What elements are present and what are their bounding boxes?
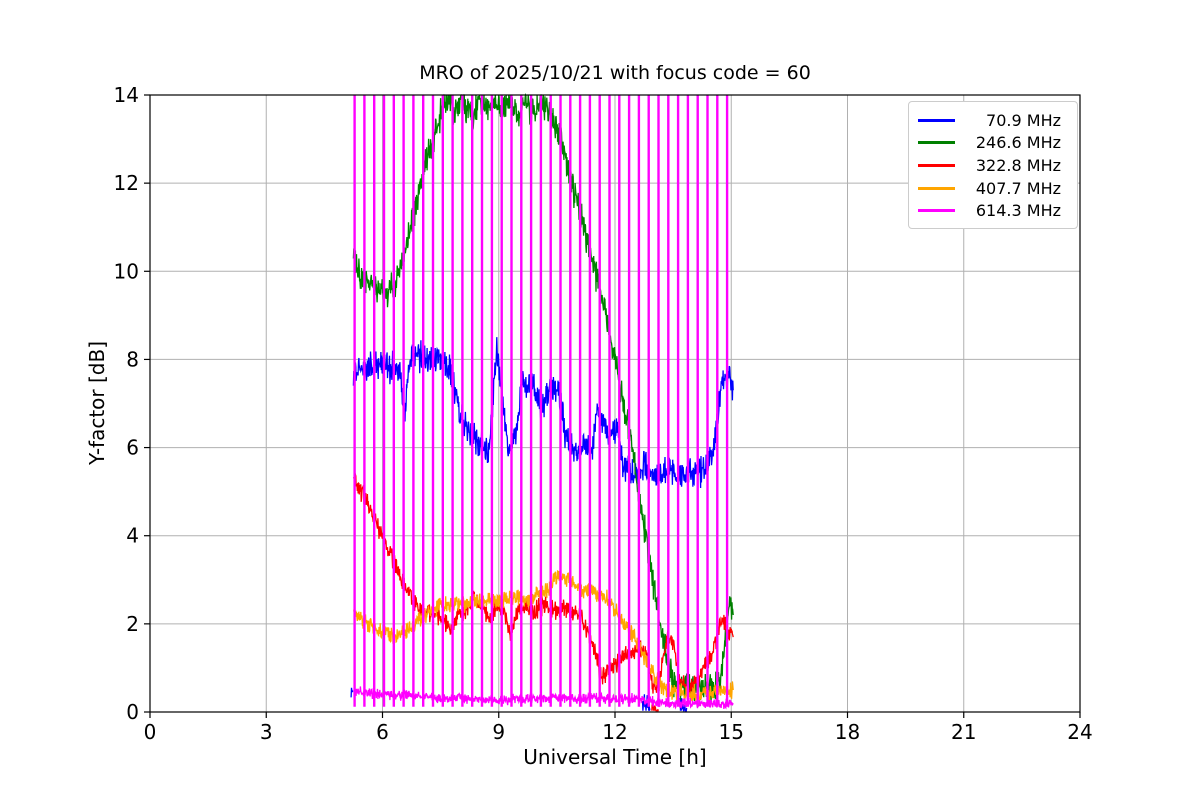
x-tick-label: 0 [144,720,157,744]
x-tick-label: 18 [835,720,860,744]
legend-line-swatch [918,141,955,145]
legend-item-407-7: 407.7 MHz [918,177,1068,200]
legend-line-swatch [918,209,955,213]
legend-line-swatch [918,163,955,167]
series-614-3-MHz [353,95,734,710]
legend-label: 246.6 MHz [975,133,1061,153]
legend-label: 322.8 MHz [975,155,1061,175]
legend-item-70-9: 70.9 MHz [918,109,1068,132]
series-407-7-MHz [353,570,734,703]
legend-line-swatch [918,118,955,122]
legend: 70.9 MHz 246.6 MHz 322.8 MHz 407.7 MHz 6… [908,101,1078,229]
y-tick-label: 10 [114,259,139,283]
legend-label: 614.3 MHz [975,201,1061,221]
x-tick-label: 9 [492,720,505,744]
legend-label: 407.7 MHz [975,178,1061,198]
axis-ticks [144,94,1081,718]
x-tick-label: 3 [260,720,273,744]
y-tick-label: 12 [114,171,139,195]
x-tick-label: 24 [1067,720,1092,744]
y-tick-label: 2 [126,612,139,636]
legend-label: 70.9 MHz [986,110,1061,130]
calibration-spikes [353,95,729,707]
legend-item-322-8: 322.8 MHz [918,154,1068,177]
y-tick-label: 14 [114,83,139,107]
legend-line-swatch [918,186,955,190]
y-tick-label: 4 [126,524,139,548]
y-axis-label: Y-factor [dB] [85,340,109,466]
x-tick-label: 12 [602,720,627,744]
chart-title: MRO of 2025/10/21 with focus code = 60 [419,62,811,84]
x-tick-label: 6 [376,720,389,744]
legend-item-614-3: 614.3 MHz [918,199,1068,222]
series-70-9-MHz [350,337,734,713]
legend-item-246-6: 246.6 MHz [918,132,1068,155]
y-tick-label: 8 [126,347,139,371]
x-tick-label: 21 [951,720,976,744]
x-axis-label: Universal Time [h] [523,745,707,769]
y-tick-label: 6 [126,436,139,460]
y-tick-label: 0 [126,700,139,724]
x-tick-label: 15 [719,720,744,744]
